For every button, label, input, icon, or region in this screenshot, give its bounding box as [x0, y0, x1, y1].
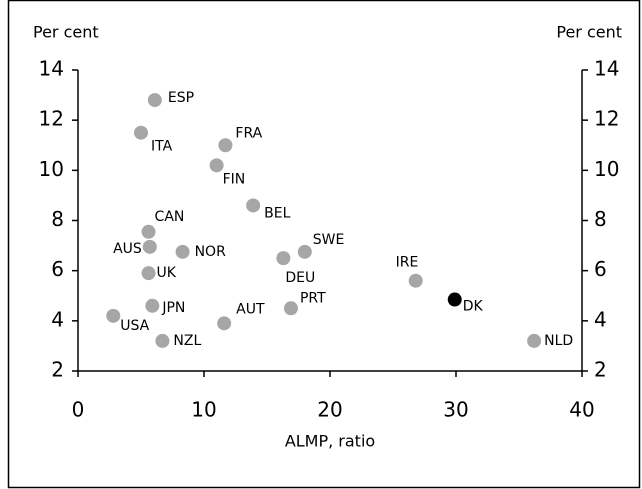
point — [106, 308, 121, 323]
x-tick-label: 10 — [191, 398, 216, 422]
point-label: DEU — [285, 270, 315, 286]
point-label: BEL — [264, 205, 290, 221]
y2-tick-label: 10 — [594, 157, 619, 181]
point-label: AUT — [236, 301, 265, 317]
point-label: USA — [120, 318, 149, 334]
y-tick-label: 8 — [51, 207, 64, 231]
point-label: CAN — [155, 209, 185, 225]
y2-tick-label: 2 — [594, 358, 607, 382]
point-label: UK — [157, 265, 177, 281]
point-label: SWE — [313, 232, 345, 248]
point — [141, 266, 156, 281]
point — [447, 292, 462, 307]
point-label: NLD — [544, 333, 573, 349]
x-tick-label: 30 — [443, 398, 468, 422]
x-axis-label: ALMP, ratio — [285, 432, 375, 451]
point-label: NOR — [195, 244, 226, 260]
y-axis-label: Per cent — [33, 23, 99, 42]
point-label: ESP — [168, 90, 194, 106]
y-tick-label: 6 — [51, 257, 64, 281]
point — [217, 316, 232, 331]
point-label: FIN — [223, 171, 246, 187]
point — [209, 158, 224, 173]
point — [145, 298, 160, 313]
y-tick-label: 12 — [39, 107, 64, 131]
y2-tick-label: 12 — [594, 107, 619, 131]
point-label: JPN — [161, 300, 185, 316]
point-label: FRA — [235, 125, 262, 141]
x-tick-label: 40 — [569, 398, 594, 422]
y-tick-label: 14 — [39, 57, 64, 81]
y-tick-label: 10 — [39, 157, 64, 181]
point — [147, 93, 162, 108]
point-label: PRT — [300, 290, 326, 306]
y2-tick-label: 14 — [594, 57, 619, 81]
point — [134, 125, 148, 140]
point — [141, 224, 156, 239]
point — [283, 301, 298, 316]
x-tick-label: 0 — [72, 398, 85, 422]
frame — [7, 0, 641, 489]
y2-tick-label: 6 — [594, 257, 607, 281]
point — [297, 244, 312, 259]
point — [142, 239, 157, 254]
point-label: NZL — [173, 333, 201, 349]
point — [527, 333, 542, 348]
point-label: IRE — [396, 255, 419, 271]
point — [276, 251, 291, 266]
point — [155, 333, 170, 348]
y-tick-label: 2 — [51, 358, 64, 382]
y-tick-label: 4 — [51, 307, 64, 331]
point — [246, 198, 261, 213]
point-label: AUS — [113, 241, 142, 257]
y2-tick-label: 8 — [594, 207, 607, 231]
y2-tick-label: 4 — [594, 307, 607, 331]
point — [218, 138, 233, 153]
point — [408, 273, 423, 288]
point-label: DK — [463, 299, 484, 315]
point-label: ITA — [151, 139, 173, 155]
x-tick-label: 20 — [317, 398, 342, 422]
point — [175, 244, 190, 259]
y2-axis-label: Per cent — [556, 23, 622, 42]
